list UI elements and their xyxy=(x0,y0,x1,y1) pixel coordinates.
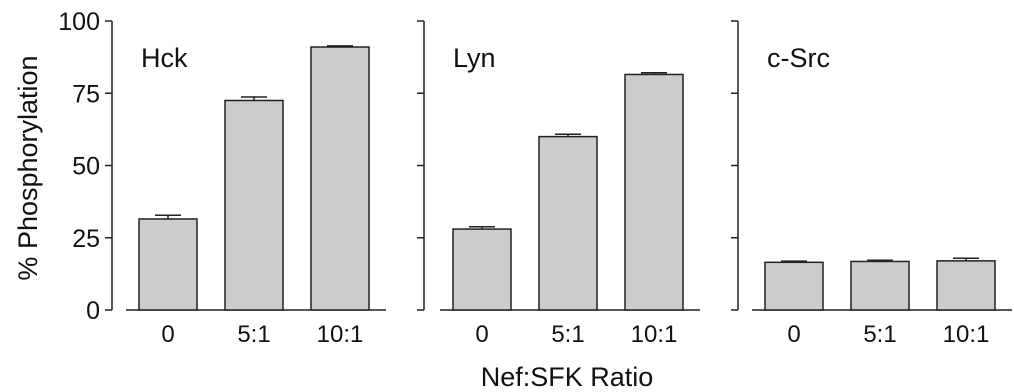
panel-hck: 0 25 50 75 100 0 5:1 10:1 Hck xyxy=(58,8,386,348)
panel-lyn-title: Lyn xyxy=(453,43,496,73)
panel-lyn-category-label: 0 xyxy=(475,321,488,348)
panel-c-src-category-label: 0 xyxy=(787,321,800,348)
panel-lyn-bars: 0 5:1 10:1 xyxy=(452,71,684,348)
panel-lyn-bar xyxy=(538,135,598,311)
panel-hck-category-label: 5:1 xyxy=(237,321,270,348)
panel-hck-y-tick-label: 25 xyxy=(72,225,100,253)
panel-hck-bar xyxy=(224,99,284,311)
panel-lyn-category-label: 10:1 xyxy=(631,321,678,348)
panel-hck-title: Hck xyxy=(141,43,188,73)
panel-lyn-bar xyxy=(452,228,512,311)
panel-c-src-bars: 0 5:1 10:1 xyxy=(764,257,996,348)
panel-c-src-title: c-Src xyxy=(767,43,830,73)
x-axis-label: Nef:SFK Ratio xyxy=(481,362,654,392)
panel-hck-y-tick-label: 75 xyxy=(72,80,100,108)
panel-hck-y-tick-label: 0 xyxy=(86,297,100,325)
panel-c-src-category-label: 5:1 xyxy=(863,321,896,348)
panel-hck-bar xyxy=(310,46,370,311)
panel-hck-y-tick-label: 50 xyxy=(72,153,100,181)
panel-hck-axes: 0 25 50 75 100 xyxy=(58,8,386,325)
panel-hck-bar xyxy=(138,218,198,311)
panel-lyn-category-label: 5:1 xyxy=(551,321,584,348)
panel-hck-category-label: 0 xyxy=(161,321,174,348)
panel-lyn: 0 5:1 10:1 Lyn xyxy=(417,20,700,348)
panel-lyn-bar xyxy=(624,73,684,311)
panel-c-src: 0 5:1 10:1 c-Src xyxy=(731,20,1012,348)
panel-c-src-category-label: 10:1 xyxy=(943,321,990,348)
panel-c-src-bar xyxy=(936,260,996,311)
panel-c-src-bar xyxy=(850,260,910,311)
panel-hck-bars: 0 5:1 10:1 xyxy=(138,45,370,348)
panel-hck-y-tick-label: 100 xyxy=(58,8,100,36)
y-axis-label: % Phosphorylation xyxy=(13,55,43,280)
panel-hck-category-label: 10:1 xyxy=(317,321,364,348)
panel-c-src-bar xyxy=(764,261,824,311)
